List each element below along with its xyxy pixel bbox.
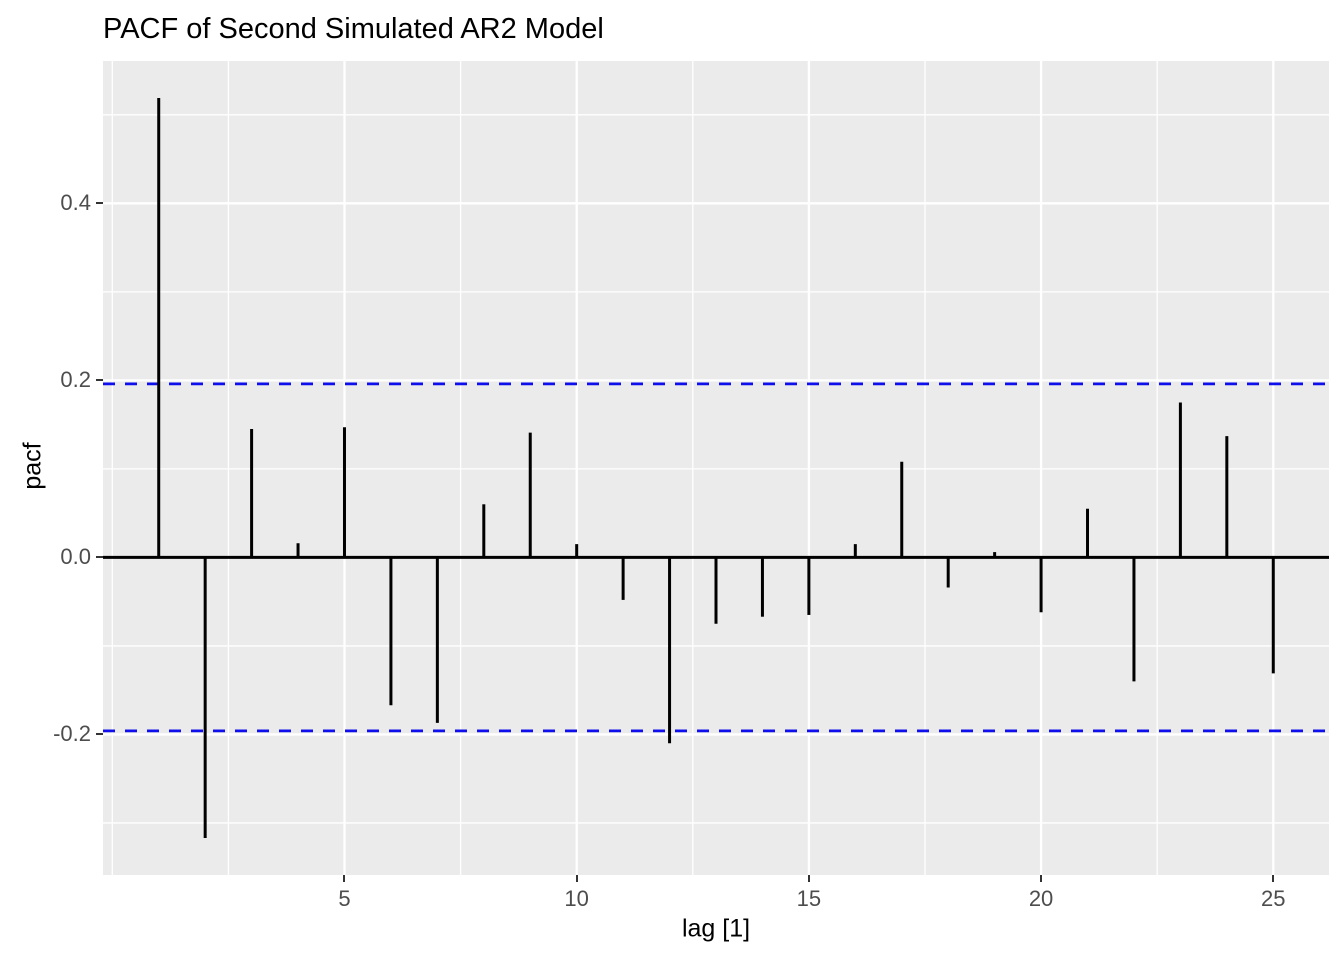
y-tick-label-0.0: 0.0 — [60, 544, 91, 570]
y-tick-mark-0.0 — [96, 556, 103, 559]
chart-title: PACF of Second Simulated AR2 Model — [103, 13, 604, 45]
x-tick-label-10: 10 — [564, 886, 589, 911]
x-axis-title: lag [1] — [681, 914, 751, 943]
x-tick-label-15: 15 — [796, 886, 822, 911]
y-tick-mark-0.2 — [96, 379, 103, 382]
y-tick-mark--0.2 — [96, 733, 103, 736]
plot-panel — [103, 61, 1329, 875]
plot-area-svg — [103, 61, 1329, 875]
x-tick-mark-5 — [343, 875, 346, 882]
x-tick-label-25: 25 — [1261, 886, 1286, 911]
x-tick-mark-15 — [807, 875, 810, 882]
x-tick-label-20: 20 — [1028, 886, 1054, 911]
x-tick-mark-20 — [1040, 875, 1043, 882]
y-tick-label-0.2: 0.2 — [60, 367, 91, 393]
y-tick-mark-0.4 — [96, 202, 103, 205]
y-tick-label-0.4: 0.4 — [60, 190, 91, 216]
x-tick-label-5: 5 — [338, 886, 351, 911]
x-tick-mark-25 — [1272, 875, 1275, 882]
x-tick-mark-10 — [575, 875, 578, 882]
y-axis-title: pacf — [18, 442, 47, 490]
y-tick-label--0.2: -0.2 — [53, 721, 91, 747]
